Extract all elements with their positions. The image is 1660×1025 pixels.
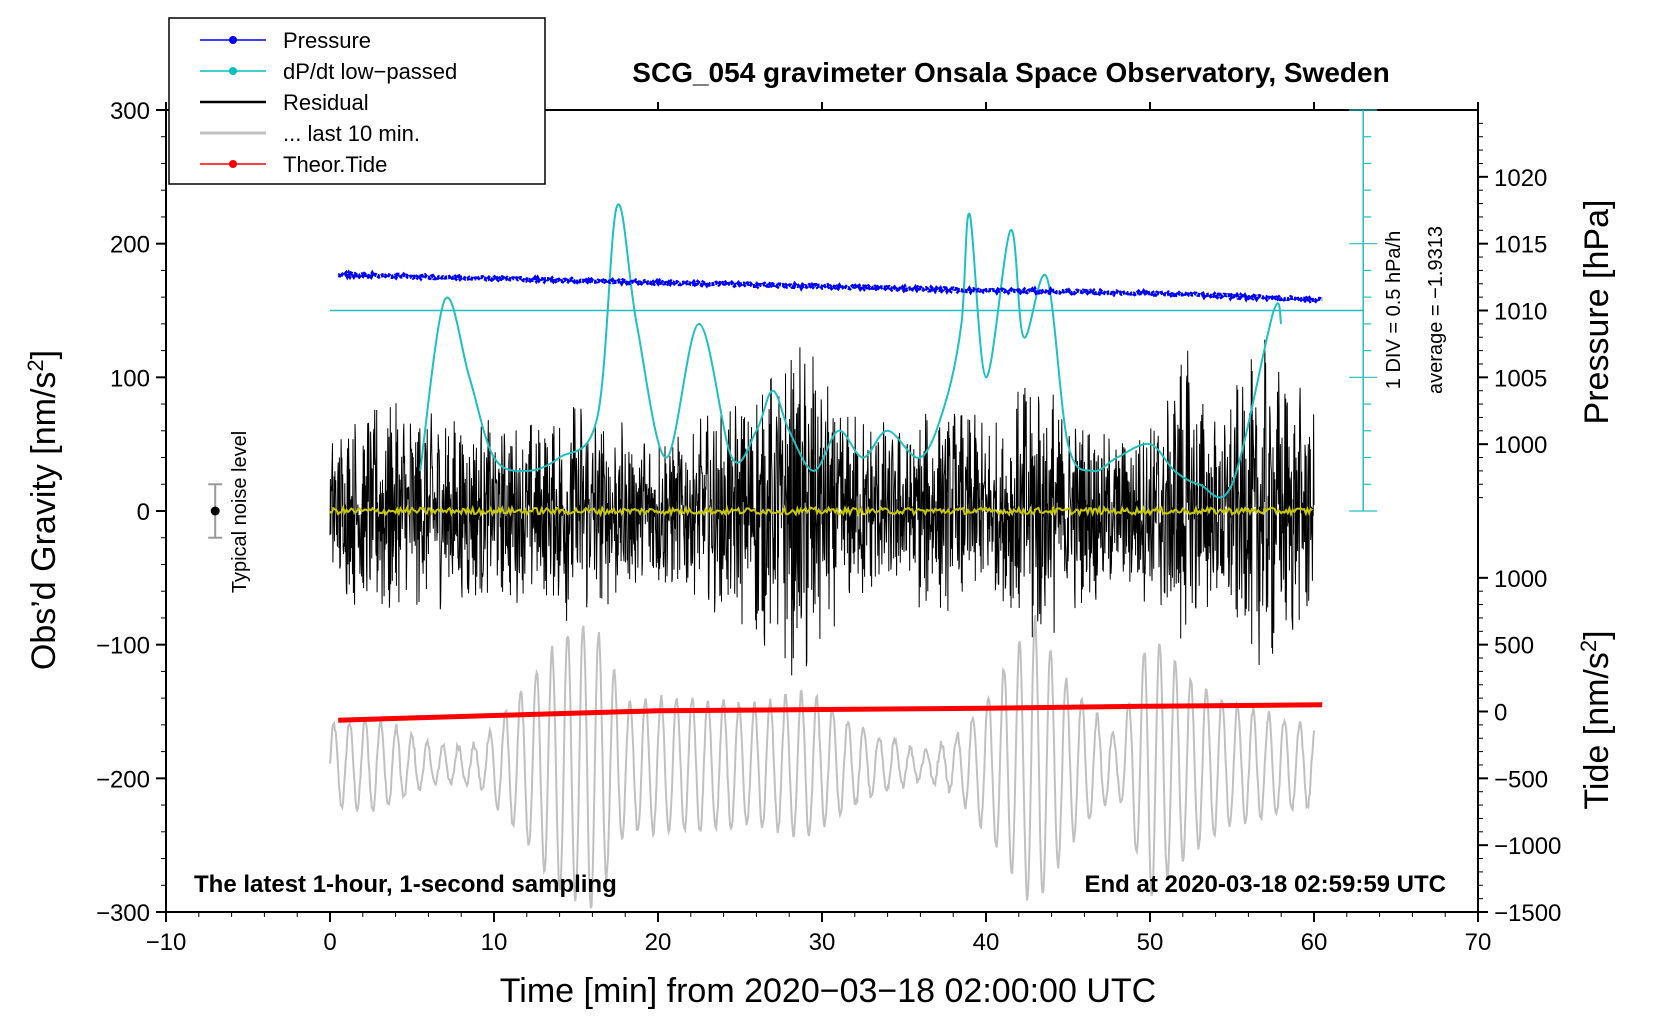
residual-line — [329, 339, 1315, 676]
y-tick-label: −100 — [96, 633, 150, 660]
last-10-min-series — [329, 614, 1315, 909]
tide-tick-label: −1500 — [1494, 900, 1561, 927]
legend-label: dP/dt low−passed — [283, 59, 457, 84]
pressure-tick-label: 1010 — [1494, 299, 1547, 326]
yellow-trace-line — [329, 504, 1313, 518]
x-tick-label: 60 — [1301, 929, 1328, 956]
noise-level-label: Typical noise level — [229, 431, 251, 593]
x-tick-label: 0 — [323, 929, 336, 956]
x-tick-label: 20 — [645, 929, 672, 956]
dpdt-series — [330, 203, 1364, 499]
pressure-tick-label: 1000 — [1494, 432, 1547, 459]
pressure-line — [337, 269, 1323, 304]
dpdt-average-label: average = −1.9313 — [1425, 226, 1447, 394]
tide-tick-label: −500 — [1494, 766, 1548, 793]
x-tick-label: −10 — [146, 929, 187, 956]
dpdt-line — [419, 203, 1283, 499]
residual-series — [329, 339, 1315, 676]
legend-swatch-marker — [229, 67, 237, 75]
yellow-trace-series — [329, 504, 1313, 518]
y-axis-left-label-sup: 2 — [23, 359, 48, 371]
y-tick-label: 0 — [137, 499, 150, 526]
y-axis-tide-label-sup: 2 — [1576, 640, 1601, 652]
legend-swatch-marker — [229, 36, 237, 44]
x-tick-label: 70 — [1465, 929, 1492, 956]
x-tick-label: 50 — [1137, 929, 1164, 956]
corner-left-label: The latest 1-hour, 1-second sampling — [194, 871, 617, 898]
pressure-tick-label: 1015 — [1494, 232, 1547, 259]
x-tick-label: 10 — [481, 929, 508, 956]
y-axis-pressure-label: Pressure [hPa] — [1578, 200, 1616, 425]
pressure-tick-label: 1020 — [1494, 165, 1547, 192]
dpdt-scale-axis — [1349, 109, 1378, 512]
dpdt-scale-label: 1 DIV = 0.5 hPa/h — [1383, 231, 1405, 389]
legend-items: Pressure dP/dt low−passed Residual ... last… — [200, 28, 457, 177]
y-tick-label: −200 — [96, 766, 150, 793]
axis-ticks: −10 0 10 20 30 40 50 60 703002001000−100−200−300… — [96, 98, 1561, 956]
tide-tick-label: 500 — [1494, 633, 1534, 660]
x-axis-label: Time [min] from 2020−03−18 02:00:00 UTC — [500, 972, 1156, 1010]
legend-label: ... last 10 min. — [283, 121, 420, 146]
legend-label: Residual — [283, 90, 369, 115]
y-axis-tide-label-text: Tide [nm/s — [1578, 652, 1616, 809]
x-tick-label: 30 — [809, 929, 836, 956]
x-tick-label: 40 — [973, 929, 1000, 956]
tide-tick-label: 0 — [1494, 700, 1507, 727]
tide-tick-label: 1000 — [1494, 566, 1547, 593]
y-axis-left-label-close: ] — [25, 350, 63, 359]
y-axis-left-label-text: Obs’d Gravity [nm/s — [25, 372, 63, 671]
y-tick-label: 200 — [110, 232, 150, 259]
noise-point — [210, 506, 220, 516]
last-10-min-line — [329, 614, 1315, 909]
y-axis-tide-label-close: ] — [1578, 630, 1616, 639]
tide-tick-label: −1000 — [1494, 833, 1561, 860]
tide-series — [338, 702, 1323, 723]
legend-label: Pressure — [283, 28, 371, 53]
y-tick-label: 100 — [110, 365, 150, 392]
y-axis-tide-label: Tide [nm/s2] — [1576, 630, 1616, 809]
legend-label: Theor.Tide — [283, 152, 387, 177]
tide-line — [338, 702, 1323, 723]
noise-level-indicator — [208, 483, 223, 539]
y-tick-label: 300 — [110, 98, 150, 125]
pressure-tick-label: 1005 — [1494, 365, 1547, 392]
corner-right-label: End at 2020-03-18 02:59:59 UTC — [1085, 871, 1447, 898]
legend: Pressure dP/dt low−passed Residual ... last… — [168, 17, 546, 185]
legend-swatch-marker — [229, 160, 237, 168]
y-axis-left-label: Obs’d Gravity [nm/s2] — [23, 350, 63, 670]
chart-title: SCG_054 gravimeter Onsala Space Observat… — [632, 57, 1389, 88]
pressure-series — [337, 269, 1323, 304]
y-tick-label: −300 — [96, 900, 150, 927]
